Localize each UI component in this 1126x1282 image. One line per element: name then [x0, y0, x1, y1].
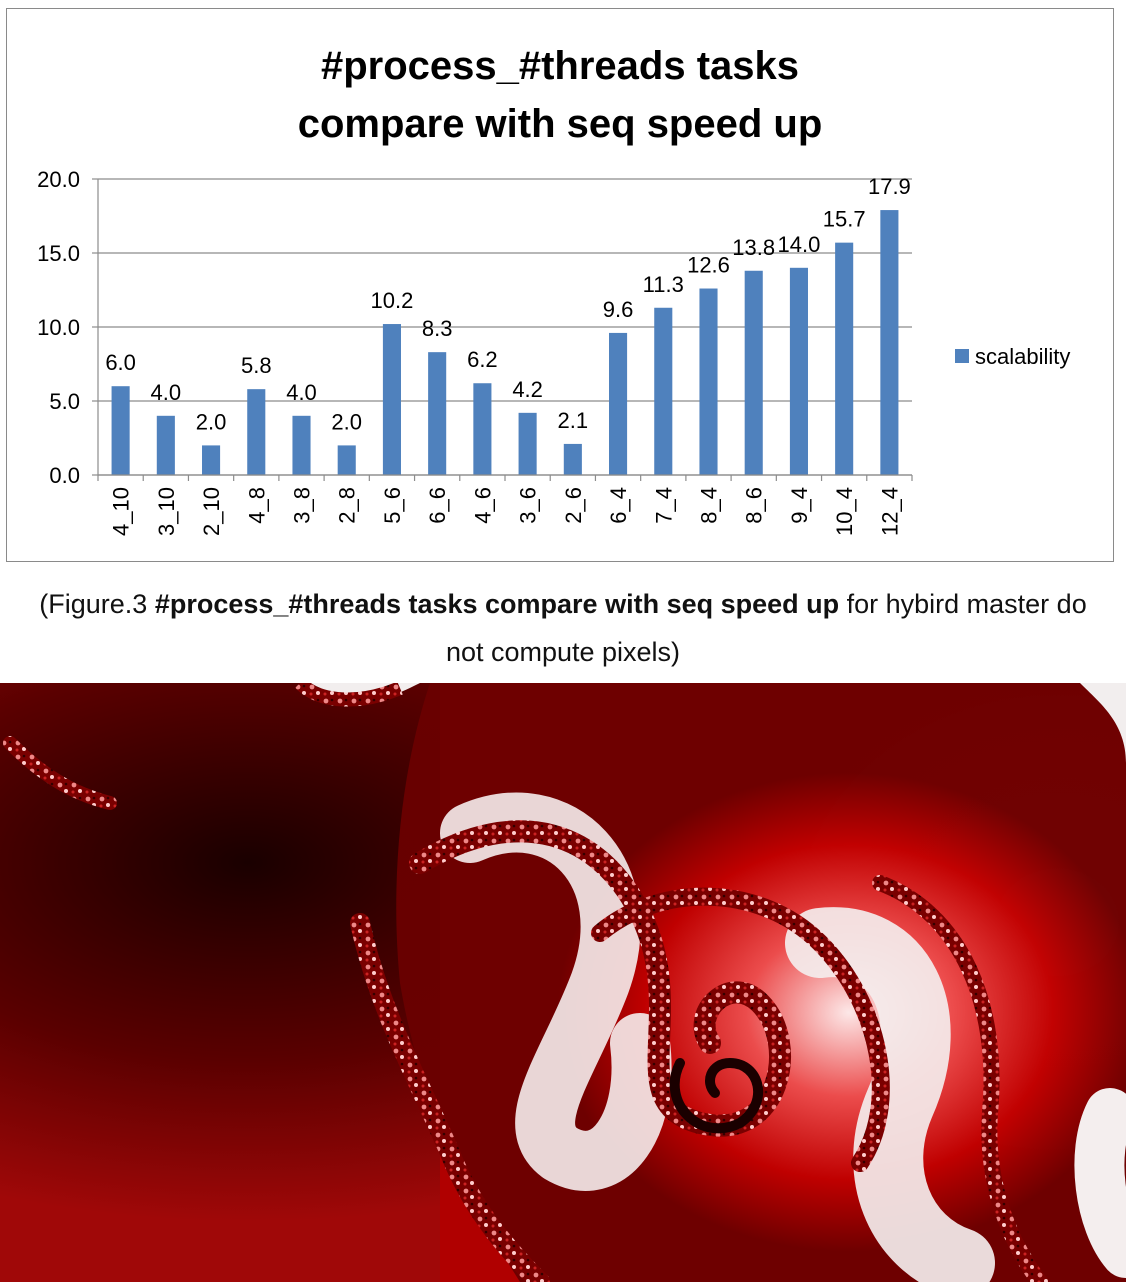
x-tick-label: 5_6	[380, 487, 405, 524]
x-tick-label: 8_6	[742, 487, 767, 524]
bar	[473, 383, 492, 475]
x-tick-label: 4_10	[109, 487, 134, 536]
x-tick-label: 10_4	[832, 487, 857, 536]
data-label: 11.3	[643, 272, 684, 297]
bar	[337, 445, 356, 475]
x-tick-label: 8_4	[697, 487, 722, 524]
data-label: 9.6	[603, 297, 634, 322]
data-label: 2.0	[331, 409, 362, 434]
y-tick-label: 15.0	[37, 241, 80, 266]
bar	[563, 443, 582, 475]
legend-swatch	[955, 349, 969, 363]
x-tick-label: 2_6	[561, 487, 586, 524]
bar	[654, 307, 673, 475]
x-tick-label: 3_6	[516, 487, 541, 524]
figure-caption: (Figure.3 #process_#threads tasks compar…	[0, 580, 1126, 676]
data-label: 5.8	[241, 353, 272, 378]
data-label: 13.8	[732, 235, 775, 260]
caption-line1: (Figure.3 #process_#threads tasks compar…	[0, 580, 1126, 628]
x-tick-label: 2_8	[335, 487, 360, 524]
y-tick-label: 20.0	[37, 167, 80, 192]
x-tick-label: 4_8	[244, 487, 269, 524]
legend-label: scalability	[975, 344, 1070, 369]
y-tick-label: 5.0	[49, 389, 80, 414]
bar	[518, 412, 537, 475]
x-tick-label: 12_4	[877, 487, 902, 536]
bar	[292, 415, 311, 475]
bar	[835, 242, 854, 475]
bar	[247, 389, 266, 475]
bar	[880, 210, 899, 475]
bar	[744, 270, 763, 475]
caption-line2: not compute pixels)	[445, 637, 681, 667]
data-label: 17.9	[868, 174, 911, 199]
bar	[156, 415, 175, 475]
caption-suffix: for hybird master do	[839, 589, 1087, 619]
x-tick-label: 7_4	[651, 487, 676, 524]
x-tick-label: 3_8	[290, 487, 315, 524]
fractal-picture	[0, 683, 1126, 1282]
bar-chart: 6.0 4.0 2.0 5.8 4.0 2.0 10.2 8.3 6.2 4.2 2.1 9.6 11.…	[37, 167, 1070, 536]
chart-frame: #process_#threads tasks compare with seq…	[6, 8, 1114, 562]
bar	[789, 267, 808, 475]
data-label: 12.6	[687, 253, 730, 278]
x-tick-label: 2_10	[199, 487, 224, 536]
data-label: 4.0	[286, 380, 317, 405]
data-label: 2.1	[558, 408, 589, 433]
data-label: 6.0	[105, 350, 136, 375]
bar	[699, 288, 718, 475]
bar	[428, 352, 447, 475]
x-tick-label: 9_4	[787, 487, 812, 524]
x-tick-label: 6_6	[425, 487, 450, 524]
y-tick-label: 10.0	[37, 315, 80, 340]
chart-title-line2: compare with seq speed up	[297, 102, 823, 146]
data-label: 10.2	[371, 288, 414, 313]
caption-prefix: (Figure.3	[39, 589, 155, 619]
chart-title: #process_#threads tasks compare with seq…	[7, 37, 1113, 153]
data-label: 14.0	[778, 232, 821, 257]
bar	[609, 332, 628, 475]
data-label: 15.7	[823, 207, 866, 232]
fractal-image	[0, 683, 1126, 1282]
data-label: 4.2	[512, 377, 543, 402]
x-tick-label: 3_10	[154, 487, 179, 536]
bar	[111, 386, 130, 475]
data-label: 8.3	[422, 316, 453, 341]
x-tick-label: 6_4	[606, 487, 631, 524]
chart-title-line1: #process_#threads tasks	[320, 44, 800, 88]
caption-bold: #process_#threads tasks compare with seq…	[154, 589, 840, 619]
bar	[202, 445, 221, 475]
bar	[382, 324, 401, 475]
data-label: 2.0	[196, 409, 227, 434]
x-tick-label: 4_6	[470, 487, 495, 524]
data-label: 6.2	[467, 347, 498, 372]
data-label: 4.0	[151, 380, 182, 405]
y-tick-label: 0.0	[49, 463, 80, 488]
